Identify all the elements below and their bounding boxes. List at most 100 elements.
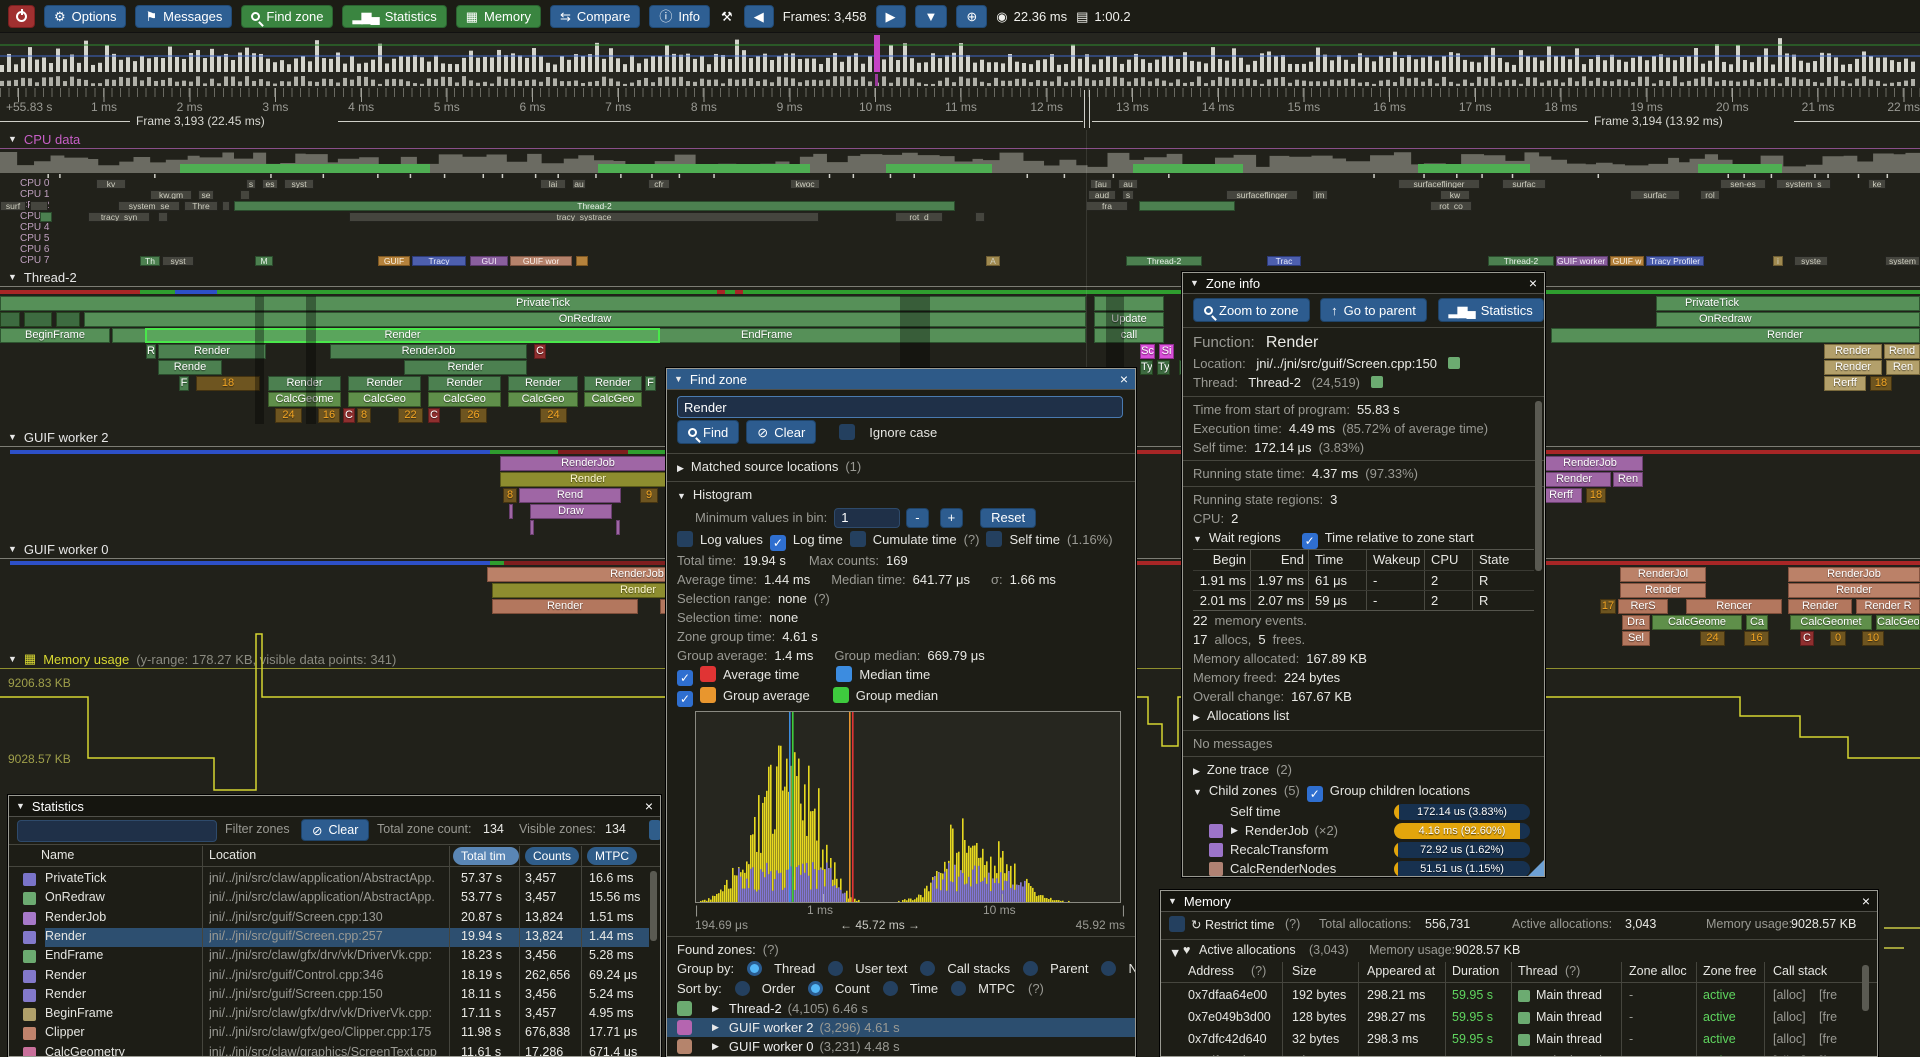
zone[interactable]: Render bbox=[1620, 583, 1706, 598]
find-zone-button[interactable]: Find zone bbox=[241, 4, 334, 28]
zone[interactable]: C bbox=[428, 408, 440, 423]
messages-button[interactable]: ⚑ Messages bbox=[135, 4, 233, 28]
hint-icon[interactable]: (?) bbox=[1285, 917, 1301, 931]
zone[interactable]: CalcGeo bbox=[584, 392, 642, 407]
zone[interactable]: Render bbox=[508, 376, 578, 391]
zone[interactable]: F bbox=[179, 376, 189, 391]
zone[interactable]: RenderJol bbox=[1620, 567, 1706, 582]
zone[interactable]: F bbox=[645, 376, 656, 391]
thread-color-swatch[interactable] bbox=[1370, 376, 1383, 388]
go-to-parent-button[interactable]: ↑ Go to parent bbox=[1320, 298, 1427, 322]
collapse-icon[interactable]: ▼ bbox=[16, 801, 25, 811]
zone[interactable]: Ren bbox=[1613, 472, 1643, 487]
active-allocations-header[interactable]: ▼ ♥ Active allocations (3,043) Memory us… bbox=[1161, 939, 1877, 962]
collapse-icon[interactable]: ▼ bbox=[674, 374, 683, 384]
zone[interactable]: 24 bbox=[1700, 631, 1725, 646]
collapse-icon[interactable]: ▼ bbox=[1169, 946, 1182, 960]
close-icon[interactable]: × bbox=[1119, 371, 1128, 387]
zone[interactable]: Render bbox=[584, 376, 642, 391]
cpu-zone[interactable]: kwoc bbox=[790, 179, 820, 189]
scrollbar[interactable] bbox=[650, 871, 657, 941]
checkbox[interactable] bbox=[986, 531, 1003, 547]
expand-icon[interactable]: ▶ bbox=[1231, 825, 1238, 835]
zone[interactable]: C bbox=[534, 344, 546, 359]
zone[interactable]: CalcGeomet bbox=[1790, 615, 1872, 630]
info-button[interactable]: ⓘ Info bbox=[649, 4, 711, 28]
radio-time[interactable] bbox=[882, 981, 898, 996]
cpu-zone[interactable]: M bbox=[255, 256, 273, 266]
cpu-zone[interactable]: GUIF w bbox=[1610, 256, 1644, 266]
zone[interactable]: OnRedraw bbox=[1656, 312, 1920, 327]
zone[interactable]: Rend bbox=[519, 488, 621, 503]
zone[interactable]: Sel bbox=[1622, 631, 1650, 646]
zone[interactable]: Render bbox=[1537, 472, 1611, 487]
statistics-button[interactable]: ▂▆▄ Statistics bbox=[342, 4, 447, 28]
collapse-icon[interactable]: ▼ bbox=[1190, 278, 1199, 288]
options-button[interactable]: ⚙ Options bbox=[44, 4, 127, 28]
zone-group-row[interactable]: ▶ GUIF worker 0 (3,231) 4.48 s bbox=[667, 1037, 1135, 1056]
cpu-zone[interactable]: surfac bbox=[1502, 179, 1546, 189]
reset-button[interactable]: Reset bbox=[980, 508, 1037, 528]
expand-icon[interactable]: ▶ bbox=[712, 1022, 719, 1032]
allocation-row[interactable]: 0x7e049b3d00 128 bytes 298.27 ms 59.95 s Mai… bbox=[1161, 1008, 1877, 1030]
cpu-zone[interactable]: surfaceflinger bbox=[1226, 190, 1298, 200]
cpu-zone[interactable]: Thread-2 bbox=[1126, 256, 1202, 266]
table-row[interactable]: BeginFrame jni/../jni/src/claw/gfx/drv/vk… bbox=[9, 1005, 660, 1024]
zone[interactable]: 24 bbox=[540, 408, 567, 423]
zone[interactable]: RenderJob bbox=[1537, 456, 1643, 471]
zone[interactable]: Render bbox=[158, 344, 266, 359]
col-zonefree[interactable]: Zone free bbox=[1703, 964, 1757, 978]
checkbox[interactable] bbox=[1301, 533, 1318, 549]
histogram-plot[interactable] bbox=[695, 711, 1121, 903]
child-zone-row[interactable]: ▶ RenderJob (×2) 4.16 ms (92.60%) bbox=[1183, 821, 1544, 840]
zone[interactable]: Render bbox=[428, 376, 501, 391]
cpu-zone[interactable]: system bbox=[1885, 256, 1920, 266]
next-frame-button[interactable]: ▶ bbox=[875, 4, 906, 28]
cpu-zone[interactable]: syste bbox=[1794, 256, 1828, 266]
zone[interactable] bbox=[1094, 296, 1164, 311]
hint-icon[interactable]: (?) bbox=[1027, 981, 1044, 996]
collapse-icon[interactable]: ▼ bbox=[8, 544, 17, 554]
cpu-zone[interactable]: GUIF worker 2 bbox=[1556, 256, 1608, 266]
collapse-icon[interactable]: ▼ bbox=[1168, 896, 1177, 906]
cpu-zone[interactable]: [au bbox=[1090, 179, 1112, 189]
checkbox[interactable] bbox=[849, 531, 866, 547]
cpu-zone[interactable]: Tracy bbox=[412, 256, 466, 266]
cpu-zone[interactable]: rol bbox=[1700, 190, 1720, 200]
cpu-zone[interactable]: fra bbox=[1086, 201, 1128, 211]
cpu-zone[interactable]: GUIF bbox=[378, 256, 410, 266]
zone[interactable]: Render bbox=[1824, 360, 1882, 375]
cpu-zone[interactable]: au bbox=[1118, 179, 1138, 189]
options-mini-button[interactable] bbox=[649, 820, 660, 840]
allocation-row[interactable]: 0x7dfc53d898 8 bytes 298.34 ms 59.95 s Main … bbox=[1161, 1052, 1877, 1056]
child-zone-row[interactable]: Self time 172.14 us (3.83%) bbox=[1183, 802, 1544, 821]
zone-info-titlebar[interactable]: ▼ Zone info × bbox=[1183, 273, 1544, 294]
zone[interactable]: call bbox=[1094, 328, 1164, 343]
capture-time[interactable]: ▤ 1:00.2 bbox=[1076, 9, 1130, 24]
col-total-time[interactable]: Total tim bbox=[453, 847, 519, 865]
zone[interactable]: Rend bbox=[1884, 344, 1920, 359]
location-line[interactable]: Location: jni/../jni/src/guif/Screen.cpp… bbox=[1183, 355, 1544, 374]
cpu-zone[interactable]: s bbox=[246, 179, 256, 189]
cpu-zone[interactable] bbox=[40, 212, 52, 222]
zone[interactable]: 18 bbox=[196, 376, 260, 391]
cpu-zone[interactable]: kw.gm bbox=[150, 190, 192, 200]
radio-count[interactable] bbox=[808, 981, 824, 996]
zone[interactable]: Rencer bbox=[1686, 599, 1782, 614]
table-row[interactable]: Render jni/../jni/src/guif/Screen.cpp:257… bbox=[9, 927, 660, 947]
zone[interactable]: Ren bbox=[1886, 360, 1920, 375]
zone[interactable]: CalcGeo bbox=[348, 392, 421, 407]
zone[interactable]: 24 bbox=[275, 408, 302, 423]
zone[interactable]: 8 bbox=[503, 488, 517, 503]
col-[interactable]: (?) bbox=[1565, 964, 1581, 978]
cpu-zone[interactable]: syst bbox=[284, 179, 314, 189]
expand-icon[interactable]: ▶ bbox=[712, 1003, 719, 1013]
cpu-zone[interactable]: tracy_systrace bbox=[349, 212, 819, 222]
table-row[interactable]: OnRedraw jni/../jni/src/claw/application/… bbox=[9, 889, 660, 908]
table-row[interactable]: Render jni/../jni/src/guif/Control.cpp:34… bbox=[9, 967, 660, 986]
col-name[interactable]: Name bbox=[41, 848, 75, 862]
cpu-zone[interactable]: aud bbox=[1088, 190, 1116, 200]
close-icon[interactable]: × bbox=[644, 798, 653, 814]
time-ruler[interactable]: +55.83 s 1 ms 2 ms 3 ms 4 ms 5 ms 6 ms 7 ms 8 ms… bbox=[0, 88, 1920, 115]
ignore-case-checkbox[interactable] bbox=[839, 423, 856, 440]
